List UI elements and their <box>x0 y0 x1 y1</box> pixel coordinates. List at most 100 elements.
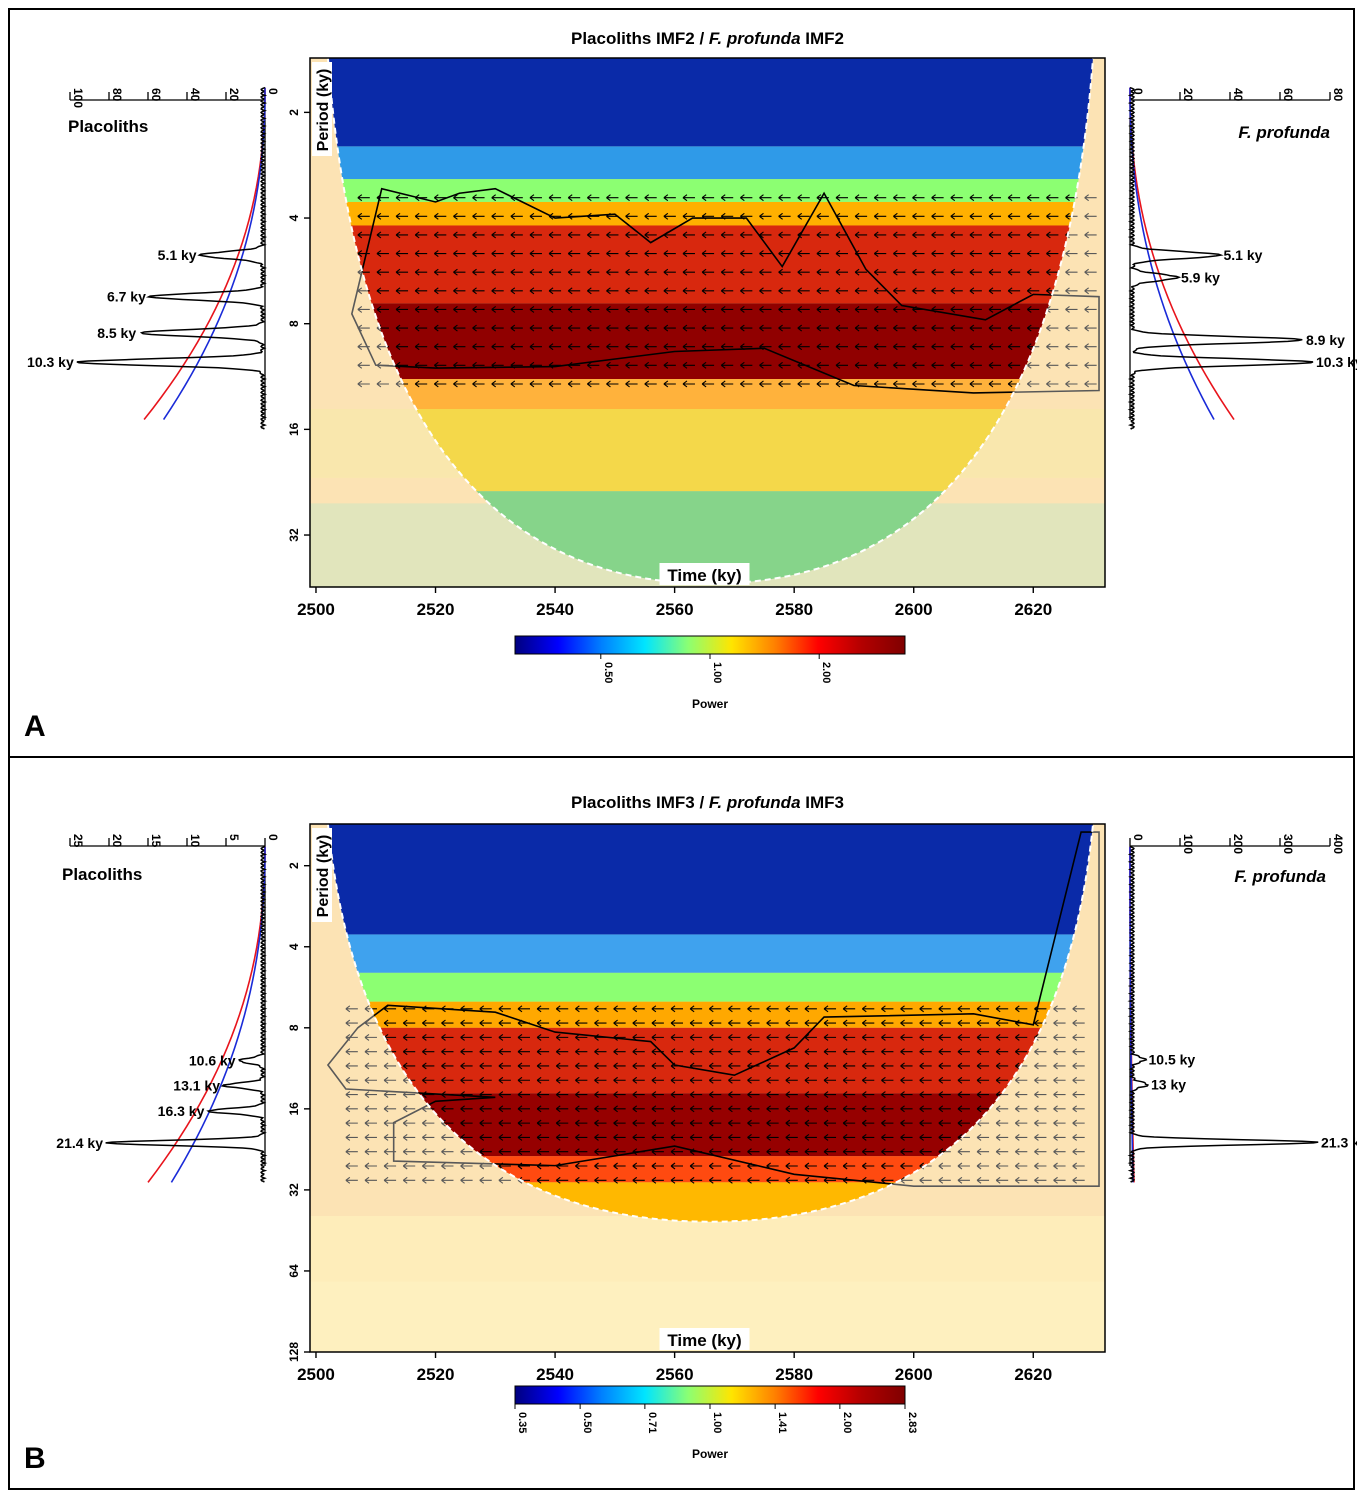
phase-arrow <box>663 287 676 295</box>
phase-arrow <box>460 1019 473 1027</box>
phase-arrow <box>606 212 619 220</box>
phase-arrow <box>594 1091 607 1098</box>
phase-arrow <box>873 343 887 351</box>
phase-arrow <box>766 1148 779 1156</box>
phase-arrow <box>957 1133 970 1141</box>
phase-arrow <box>625 343 638 351</box>
phase-arrow <box>670 1119 684 1127</box>
phase-arrow <box>632 1091 645 1098</box>
phase-arrow <box>575 1048 588 1056</box>
phase-arrow <box>670 1062 684 1070</box>
phase-arrow <box>759 287 772 295</box>
x-tick-label: 2580 <box>775 1365 813 1384</box>
phase-arrow <box>575 1148 588 1156</box>
phase-arrow <box>357 324 370 332</box>
phase-arrow <box>575 1119 588 1127</box>
phase-arrow <box>433 324 447 332</box>
phase-arrow <box>651 1119 664 1127</box>
phase-arrow <box>823 1176 837 1184</box>
phase-arrow <box>1014 1005 1028 1013</box>
phase-arrow <box>606 194 619 202</box>
phase-arrow <box>1007 361 1021 369</box>
phase-arrow <box>364 1119 377 1127</box>
phase-arrow <box>988 343 1002 351</box>
phase-arrow <box>728 1076 741 1084</box>
phase-arrow <box>988 324 1002 332</box>
phase-arrow <box>873 268 887 276</box>
phase-arrow <box>969 343 982 351</box>
phase-arrow <box>747 1105 760 1113</box>
phase-arrow <box>453 250 466 258</box>
phase-arrow <box>402 1048 416 1056</box>
phase-arrow <box>804 1133 817 1141</box>
phase-arrow <box>842 1105 856 1113</box>
phase-arrow <box>1014 1133 1028 1141</box>
phase-arrow <box>575 1105 588 1113</box>
phase-arrow <box>1053 1133 1066 1141</box>
phase-arrow <box>575 1019 588 1027</box>
power-band-inner <box>327 1001 1094 1028</box>
phase-arrow <box>976 1048 990 1056</box>
phase-arrow <box>414 306 428 313</box>
spectrum-axis-label: 15 <box>149 834 163 848</box>
phase-arrow <box>842 1133 856 1141</box>
phase-arrow <box>376 287 389 295</box>
phase-arrow <box>536 1033 550 1041</box>
phase-arrow <box>613 1105 626 1113</box>
phase-arrow <box>720 287 734 295</box>
phase-arrow <box>613 1148 626 1156</box>
phase-arrow <box>919 1091 932 1098</box>
phase-arrow <box>510 343 523 351</box>
phase-arrow <box>479 1005 492 1013</box>
phase-arrow <box>606 231 619 239</box>
phase-arrow <box>594 1048 607 1056</box>
phase-arrow <box>1072 1062 1085 1070</box>
phase-arrow <box>1007 287 1021 295</box>
phase-arrow <box>414 343 428 351</box>
phase-arrow <box>357 231 370 239</box>
phase-arrow <box>644 231 657 239</box>
phase-arrow <box>364 1076 377 1084</box>
phase-arrow <box>644 380 657 388</box>
phase-arrow <box>988 380 1002 388</box>
phase-arrow <box>625 380 638 388</box>
phase-arrow <box>682 324 695 332</box>
phase-arrow <box>1007 306 1021 313</box>
phase-arrow <box>988 231 1002 239</box>
phase-arrow <box>613 1033 626 1041</box>
phase-arrow <box>491 268 504 276</box>
phase-arrow <box>816 361 829 369</box>
phase-arrow <box>395 324 409 332</box>
phase-arrow <box>594 1019 607 1027</box>
phase-arrow <box>938 1033 951 1041</box>
phase-arrow <box>663 306 676 313</box>
phase-arrow <box>950 306 963 313</box>
phase-arrow <box>594 1033 607 1041</box>
phase-arrow <box>988 306 1002 313</box>
peak-label: 5.1 ky <box>1224 247 1263 263</box>
phase-arrow <box>740 268 753 276</box>
phase-arrow <box>823 1133 837 1141</box>
phase-arrow <box>414 212 428 220</box>
phase-arrow <box>594 1176 607 1184</box>
phase-arrow <box>759 250 772 258</box>
phase-arrow <box>950 343 963 351</box>
phase-arrow <box>1026 250 1040 258</box>
phase-arrow <box>441 1148 454 1156</box>
spectrum-axis-label: 20 <box>110 834 124 848</box>
phase-arrow <box>931 380 944 388</box>
phase-arrow <box>663 343 676 351</box>
colorbar-tick-label: 1.00 <box>711 1412 723 1433</box>
phase-arrow <box>517 1048 530 1056</box>
phase-arrow <box>536 1005 550 1013</box>
phase-arrow <box>1072 1148 1085 1156</box>
phase-arrow <box>995 1005 1009 1013</box>
phase-arrow <box>976 1033 990 1041</box>
blue-confidence-curve <box>170 846 266 1183</box>
phase-arrow <box>854 212 868 220</box>
phase-arrow <box>663 194 676 202</box>
phase-arrow <box>479 1048 492 1056</box>
phase-arrow <box>728 1005 741 1013</box>
phase-arrow <box>816 287 829 295</box>
colorbar-tick-label: 1.41 <box>776 1412 788 1433</box>
